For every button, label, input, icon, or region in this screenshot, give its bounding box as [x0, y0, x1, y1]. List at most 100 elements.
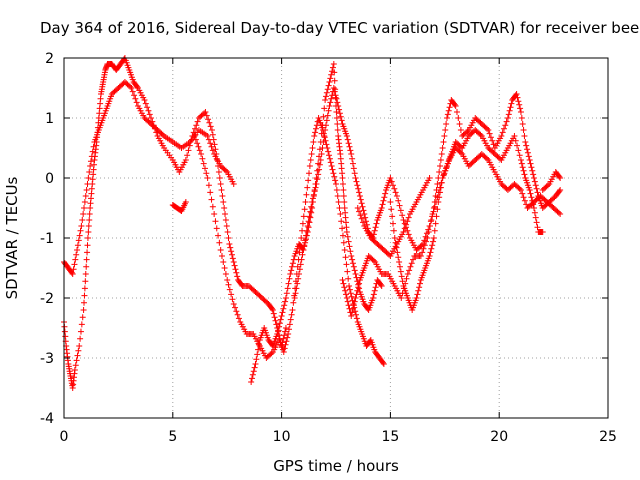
data-point-marker [330, 61, 337, 67]
data-point-marker [388, 178, 395, 185]
data-point-marker [300, 247, 307, 253]
data-point-marker [339, 181, 346, 187]
data-point-marker [356, 193, 363, 199]
data-point-marker [315, 171, 322, 178]
data-point-marker [391, 185, 398, 192]
data-point-marker [320, 139, 327, 145]
data-point-marker [203, 112, 210, 119]
data-point-marker [331, 69, 338, 76]
data-point-marker [423, 238, 430, 245]
data-point-marker [526, 187, 533, 193]
data-point-marker [209, 131, 216, 138]
data-point-marker [336, 106, 343, 113]
data-point-marker [369, 295, 376, 301]
data-point-marker [322, 93, 329, 100]
data-point-marker [426, 175, 433, 181]
data-point-marker [308, 209, 315, 216]
data-point-marker [327, 159, 334, 166]
data-point-marker [79, 314, 86, 321]
data-point-marker [523, 142, 530, 149]
data-point-marker [357, 196, 364, 203]
data-point-marker [71, 261, 78, 268]
data-point-marker [213, 225, 220, 232]
data-point-marker [519, 121, 526, 127]
data-point-marker [81, 205, 88, 211]
data-point-marker [288, 311, 295, 318]
data-point-marker [349, 309, 356, 316]
data-point-marker [430, 235, 437, 241]
data-point-marker [530, 171, 537, 178]
data-point-marker [524, 149, 531, 156]
data-point-marker [232, 304, 239, 311]
data-point-marker [292, 290, 299, 297]
data-point-marker [529, 167, 536, 174]
data-point-marker [484, 125, 491, 132]
data-point-marker [345, 302, 352, 309]
data-point-marker [77, 335, 84, 342]
data-point-marker [539, 229, 546, 235]
data-point-marker [531, 209, 538, 216]
data-point-marker [386, 251, 393, 258]
data-point-marker [396, 202, 403, 209]
data-point-marker [325, 107, 332, 114]
data-point-marker [343, 295, 350, 301]
data-point-marker [309, 199, 316, 205]
data-point-marker [370, 291, 377, 298]
data-point-marker [255, 346, 262, 353]
data-point-marker [520, 127, 527, 133]
data-point-marker [331, 173, 338, 180]
data-point-marker [218, 253, 225, 259]
data-point-marker [464, 128, 471, 135]
data-point-marker [235, 315, 242, 322]
data-point-marker [323, 89, 330, 96]
data-point-marker [428, 245, 435, 252]
data-point-marker [213, 151, 220, 157]
data-point-marker [68, 269, 75, 276]
data-point-marker [358, 200, 365, 207]
data-point-marker [220, 259, 227, 265]
data-point-marker [278, 313, 285, 319]
data-point-marker [456, 121, 463, 127]
data-point-marker [352, 271, 359, 277]
data-point-marker [342, 287, 349, 294]
data-point-marker [407, 263, 414, 270]
data-point-marker [293, 285, 300, 292]
data-point-marker [78, 321, 85, 328]
data-point-marker [338, 218, 345, 225]
data-point-marker [232, 266, 239, 273]
data-point-marker [307, 208, 314, 215]
data-point-marker [326, 155, 333, 162]
data-point-marker [145, 107, 152, 114]
data-point-marker [391, 235, 398, 241]
data-point-marker [297, 261, 304, 268]
data-point-marker [285, 280, 292, 287]
data-point-marker [74, 247, 81, 253]
data-point-marker [255, 341, 262, 348]
data-point-marker [415, 287, 422, 294]
data-point-marker [414, 291, 421, 298]
data-point-marker [219, 193, 226, 199]
data-point-marker [395, 254, 402, 261]
data-point-marker [434, 181, 441, 187]
data-point-marker [225, 235, 232, 241]
data-point-marker [500, 125, 507, 132]
data-point-marker [405, 214, 412, 221]
data-point-marker [427, 249, 434, 256]
data-point-marker [275, 323, 282, 330]
data-point-marker [194, 140, 201, 147]
data-point-marker [309, 195, 316, 202]
data-point-marker [344, 233, 351, 240]
data-point-marker [424, 235, 431, 241]
data-point-marker [343, 261, 350, 268]
data-point-marker [333, 95, 340, 102]
data-point-marker [340, 280, 347, 287]
data-point-marker [84, 242, 91, 249]
data-point-marker [343, 291, 350, 298]
data-point-marker [529, 197, 536, 204]
data-point-marker [234, 273, 241, 280]
data-point-marker [544, 182, 551, 189]
data-point-marker [339, 232, 346, 239]
data-point-marker [86, 169, 93, 175]
data-point-marker [514, 94, 521, 101]
data-point-marker [284, 334, 291, 341]
